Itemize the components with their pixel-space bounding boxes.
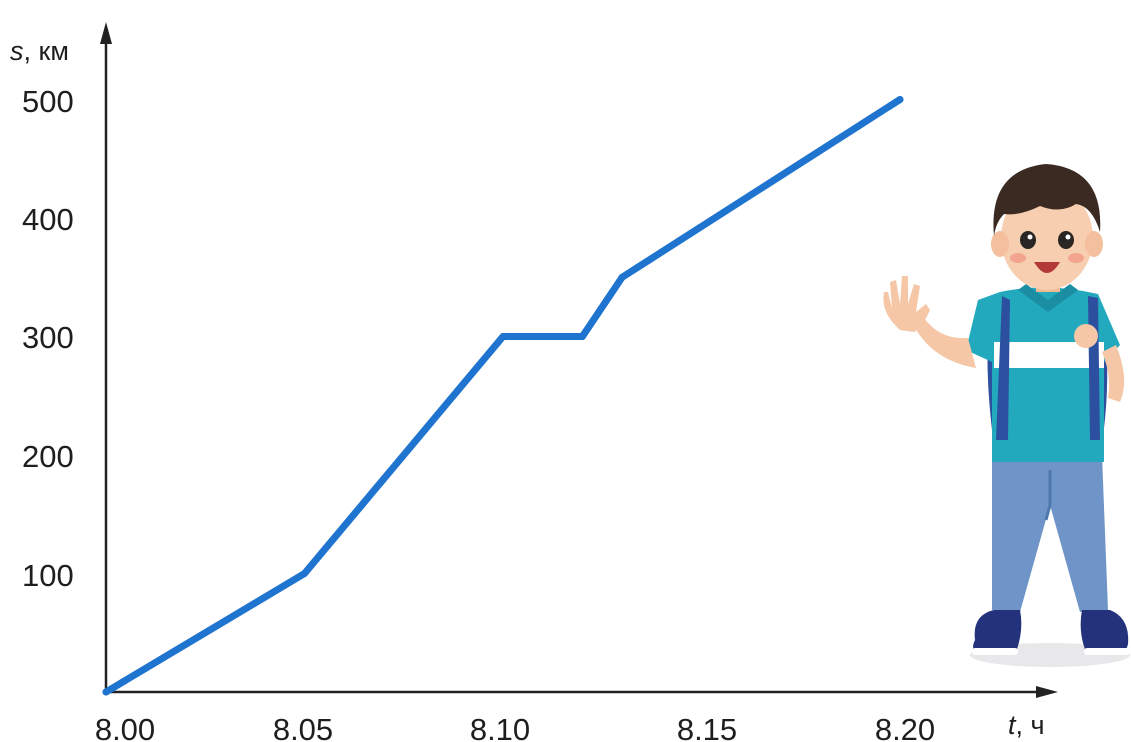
x-tick-label: 8.05 — [273, 712, 333, 742]
y-axis-label-var: s — [10, 36, 24, 66]
y-tick-label: 400 — [22, 202, 74, 237]
left-sole — [972, 648, 1018, 655]
y-axis-arrow — [100, 22, 112, 44]
right-arm — [1102, 345, 1125, 402]
left-ear — [991, 231, 1009, 257]
y-tick-label: 300 — [22, 320, 74, 355]
x-axis-label-var: t — [1008, 710, 1017, 740]
x-tick-label: 8.20 — [875, 712, 935, 742]
x-tick-label: 8.15 — [677, 712, 737, 742]
left-eye-shine — [1027, 234, 1033, 240]
collar — [1018, 284, 1078, 312]
right-hand — [1074, 324, 1098, 348]
x-tick-label: 8.00 — [95, 712, 155, 742]
x-axis-label: t, ч — [1008, 710, 1045, 740]
y-tick-label: 500 — [22, 84, 74, 119]
hair — [993, 164, 1101, 236]
data-point — [618, 273, 626, 281]
data-point — [896, 96, 904, 103]
x-axis-label-unit: , ч — [1016, 710, 1045, 740]
right-ear — [1085, 231, 1103, 257]
data-point — [301, 570, 308, 577]
right-eye-shine — [1065, 234, 1071, 240]
strap-right — [1088, 296, 1100, 440]
y-tick-label: 100 — [22, 558, 74, 593]
y-axis-label-unit: , км — [24, 36, 69, 66]
left-shoe — [973, 610, 1022, 654]
waving-hand — [883, 276, 930, 332]
series-line — [102, 96, 904, 696]
right-cheek — [1068, 253, 1084, 263]
x-axis-arrow — [1036, 686, 1058, 698]
left-cheek — [1010, 253, 1026, 263]
right-shoe — [1080, 610, 1129, 654]
smile — [1034, 262, 1060, 273]
right-sole — [1084, 648, 1130, 655]
waving-boy-with-backpack-icon — [883, 164, 1130, 667]
jeans-shade — [1044, 470, 1052, 521]
data-point — [102, 688, 110, 696]
y-axis-label: s, км — [10, 36, 69, 66]
x-tick-labels: 8.00 8.05 8.10 8.15 8.20 — [95, 712, 935, 742]
y-tick-labels: 100 200 300 400 500 — [22, 84, 74, 593]
data-point — [499, 333, 507, 340]
waving-arm — [912, 318, 976, 368]
series-layer — [102, 96, 904, 696]
axes — [100, 22, 1058, 698]
x-tick-label: 8.10 — [470, 712, 530, 742]
strap-left — [996, 296, 1010, 440]
data-point — [578, 333, 586, 340]
jeans — [992, 455, 1108, 612]
y-tick-label: 200 — [22, 439, 74, 474]
left-eye — [1020, 231, 1036, 249]
right-eye — [1058, 231, 1074, 249]
